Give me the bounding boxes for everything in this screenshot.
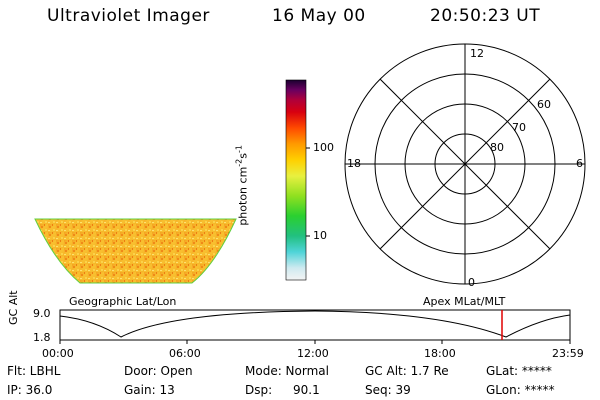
colorbar-units-exp2: -1	[234, 145, 244, 153]
mlt-label-18: 18	[347, 157, 361, 170]
filter-info: Flt: LBHL	[7, 364, 61, 378]
geographic-label: Geographic Lat/Lon	[69, 295, 177, 308]
orbit-ymin: 1.8	[33, 331, 51, 344]
mode-info: Mode: Normal	[245, 364, 329, 378]
orbit-ymax: 9.0	[33, 307, 51, 320]
seq-info: Seq: 39	[365, 383, 411, 397]
colorbar-units-s: s	[236, 152, 250, 159]
instrument-title: Ultraviolet Imager	[47, 6, 210, 26]
orbit-xtick-label: 00:00	[42, 347, 74, 360]
mlt-label-0: 0	[468, 276, 475, 289]
colorbar-units-main: photon cm	[236, 166, 250, 226]
orbit-xtick-label: 12:00	[297, 347, 329, 360]
gain-info: Gain: 13	[124, 383, 175, 397]
dsp-label: Dsp:	[245, 383, 273, 397]
orbit-xtick-label: 18:00	[424, 347, 456, 360]
mlt-label-12: 12	[470, 47, 484, 60]
colorbar-units: photon cm-2s-1	[235, 120, 250, 250]
orbit-xtick-label: 23:59	[552, 347, 584, 360]
polar-diagonal-2	[379, 78, 551, 250]
mlt-label-6: 6	[576, 157, 583, 170]
date-label: 16 May 00	[272, 6, 366, 26]
colorbar-label-100: 100	[313, 141, 334, 154]
apex-label: Apex MLat/MLT	[423, 295, 506, 308]
orbit-ylabel: GC Alt	[7, 290, 20, 325]
door-info: Door: Open	[124, 364, 193, 378]
colorbar-label-10: 10	[313, 229, 327, 242]
glat-info: GLat: *****	[486, 364, 552, 378]
colorbar-units-exp1: -2	[234, 158, 244, 167]
dsp-value: 90.1	[293, 383, 320, 397]
ip-info: IP: 36.0	[7, 383, 53, 397]
gc-alt-info: GC Alt: 1.7 Re	[365, 364, 449, 378]
uv-earth-image	[34, 218, 237, 284]
colorbar	[285, 79, 307, 281]
lat-label-80: 80	[490, 141, 504, 154]
time-label: 20:50:23 UT	[430, 6, 541, 26]
lat-label-70: 70	[512, 121, 526, 134]
lat-label-60: 60	[537, 98, 551, 111]
glon-info: GLon: *****	[486, 383, 555, 397]
orbit-xtick-label: 06:00	[169, 347, 201, 360]
orbit-panel	[59, 309, 571, 341]
polar-plot	[344, 43, 586, 285]
orbit-altitude-curve	[59, 310, 571, 338]
